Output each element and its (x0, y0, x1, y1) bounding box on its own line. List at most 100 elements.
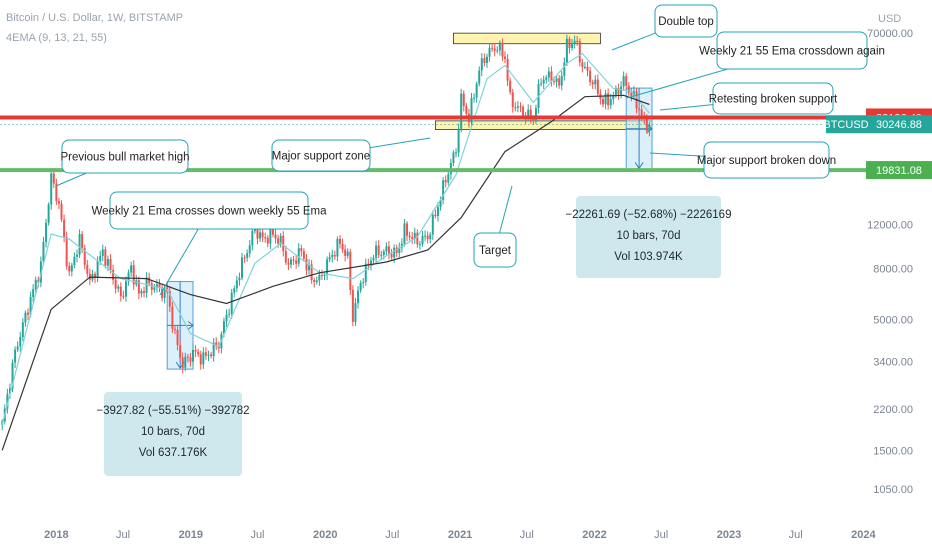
candle (34, 279, 37, 290)
support-price-tag-bg (866, 161, 932, 180)
y-tick-label: 70000.00 (867, 28, 913, 40)
candle (614, 87, 617, 96)
candle (282, 235, 285, 252)
candle (148, 277, 151, 284)
candle (424, 235, 427, 237)
candle (163, 287, 166, 298)
candle (140, 290, 143, 294)
ema-crosses-down-callout-box (109, 191, 309, 230)
candle (331, 255, 334, 257)
candle (529, 109, 532, 119)
candle (8, 388, 11, 395)
candle (94, 273, 97, 278)
candle (222, 321, 225, 335)
candle (496, 50, 499, 52)
candle (447, 174, 450, 183)
candle (274, 234, 277, 239)
candle (199, 354, 202, 365)
indicator-legend: 4EMA (9, 13, 21, 55) (6, 32, 107, 44)
candle (230, 292, 233, 314)
double-top-callout-box (654, 4, 718, 38)
candle (480, 58, 483, 71)
y-tick-label: 12000.00 (867, 220, 913, 232)
candle (568, 38, 571, 49)
candle (372, 257, 375, 261)
candle (478, 70, 481, 84)
candle (63, 219, 66, 237)
candle (648, 124, 651, 132)
candle (457, 128, 460, 153)
measure-2022-info-text: Vol 103.974K (614, 251, 683, 263)
candle (589, 70, 592, 83)
candle (638, 108, 641, 110)
candle (68, 266, 71, 272)
candle (251, 231, 254, 246)
candle (385, 246, 388, 252)
y-tick-label: 5000.00 (873, 315, 913, 327)
candle (202, 352, 205, 365)
candle (189, 357, 192, 362)
candle (184, 356, 187, 368)
candle (320, 274, 323, 276)
candle (601, 98, 604, 105)
candle (377, 245, 380, 256)
candle (119, 286, 122, 297)
candle (460, 93, 463, 129)
candle (326, 259, 329, 275)
candle (357, 290, 360, 304)
candle (576, 40, 579, 42)
candle (42, 242, 45, 262)
candle (462, 93, 465, 107)
candle (241, 257, 244, 278)
candle (550, 71, 553, 82)
candle (308, 264, 311, 271)
candle (60, 203, 63, 220)
candle (418, 244, 421, 246)
y-tick-label: 3400.00 (873, 357, 913, 369)
candle (302, 251, 305, 259)
candle (269, 228, 272, 244)
x-tick-label: 2023 (717, 529, 741, 541)
candle (52, 173, 55, 184)
candle (19, 336, 22, 347)
candle (571, 43, 574, 49)
candle (271, 228, 274, 235)
major-support-broken-down-callout-text: Major support broken down (697, 155, 836, 167)
candle (246, 253, 249, 258)
measure-2022-info-text: 10 bars, 70d (617, 230, 681, 242)
candle (511, 92, 514, 108)
candle (382, 251, 385, 256)
candle (498, 42, 501, 51)
candle (411, 237, 414, 240)
candle (514, 107, 517, 109)
candle (578, 41, 581, 63)
candle (235, 280, 238, 289)
measure-2018-harrow (187, 320, 194, 330)
candle (161, 287, 164, 298)
y-tick-label: 1050.00 (873, 484, 913, 496)
candle (328, 256, 331, 260)
candle (197, 351, 200, 355)
candle (351, 289, 354, 322)
candle (470, 98, 473, 123)
candle (473, 97, 476, 99)
candle (305, 258, 308, 271)
ema-slow-line (1, 94, 650, 451)
candle (57, 200, 60, 204)
double-top-callout-text: Double top (658, 16, 714, 28)
candle (359, 282, 362, 291)
measure-2018-info-text: −3927.82 (−55.51%) −392782 (96, 405, 249, 417)
candle (194, 349, 197, 352)
x-tick-label: 2018 (44, 529, 68, 541)
candle (640, 109, 643, 118)
candle (547, 71, 550, 78)
x-tick-label: 2020 (313, 529, 337, 541)
measure-2022-info-box (576, 196, 721, 278)
candle (573, 40, 576, 44)
candle (215, 342, 218, 347)
candle (354, 303, 357, 322)
candle (78, 234, 81, 255)
candle (279, 235, 282, 244)
candle (421, 235, 424, 245)
